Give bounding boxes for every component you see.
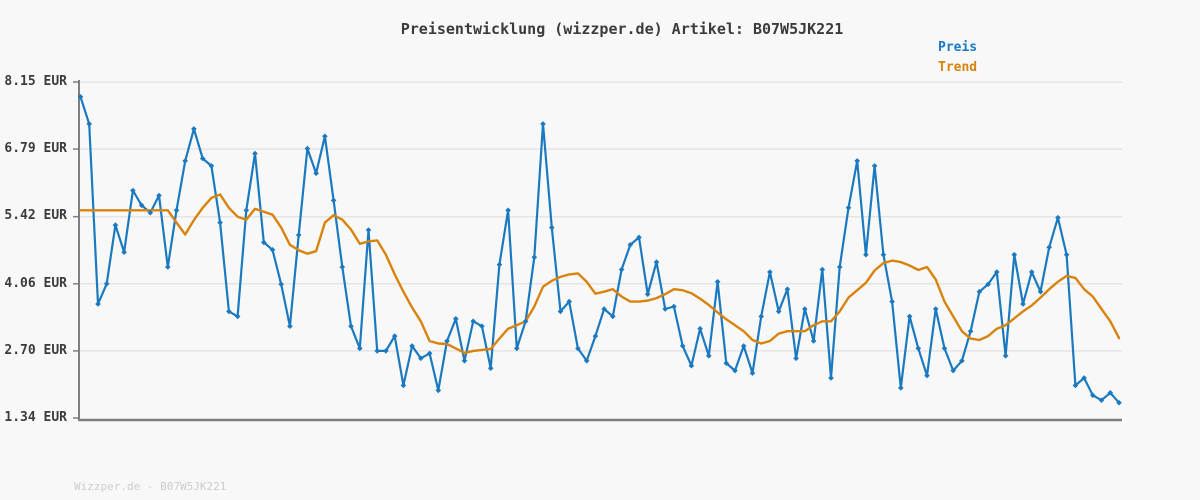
axes bbox=[73, 80, 1122, 422]
y-axis-tick-label: 4.06 EUR bbox=[4, 276, 67, 291]
watermark: Wizzper.de - B07W5JK221 bbox=[74, 480, 227, 493]
y-axis-tick-label: 1.34 EUR bbox=[4, 410, 67, 425]
trend-line bbox=[79, 193, 1121, 355]
legend: Preis Trend bbox=[938, 38, 977, 78]
y-axis-tick-label: 5.42 EUR bbox=[4, 208, 67, 223]
price-line bbox=[79, 95, 1121, 404]
y-axis-tick-label: 2.70 EUR bbox=[4, 343, 67, 358]
y-axis-tick-label: 6.79 EUR bbox=[4, 141, 67, 156]
chart-title: Preisentwicklung (wizzper.de) Artikel: B… bbox=[400, 20, 844, 38]
legend-item-trend: Trend bbox=[938, 60, 978, 75]
price-markers bbox=[77, 94, 1122, 406]
legend-item-preis: Preis bbox=[938, 40, 978, 55]
y-axis-tick-label: 8.15 EUR bbox=[4, 74, 67, 89]
gridlines bbox=[79, 81, 1122, 352]
